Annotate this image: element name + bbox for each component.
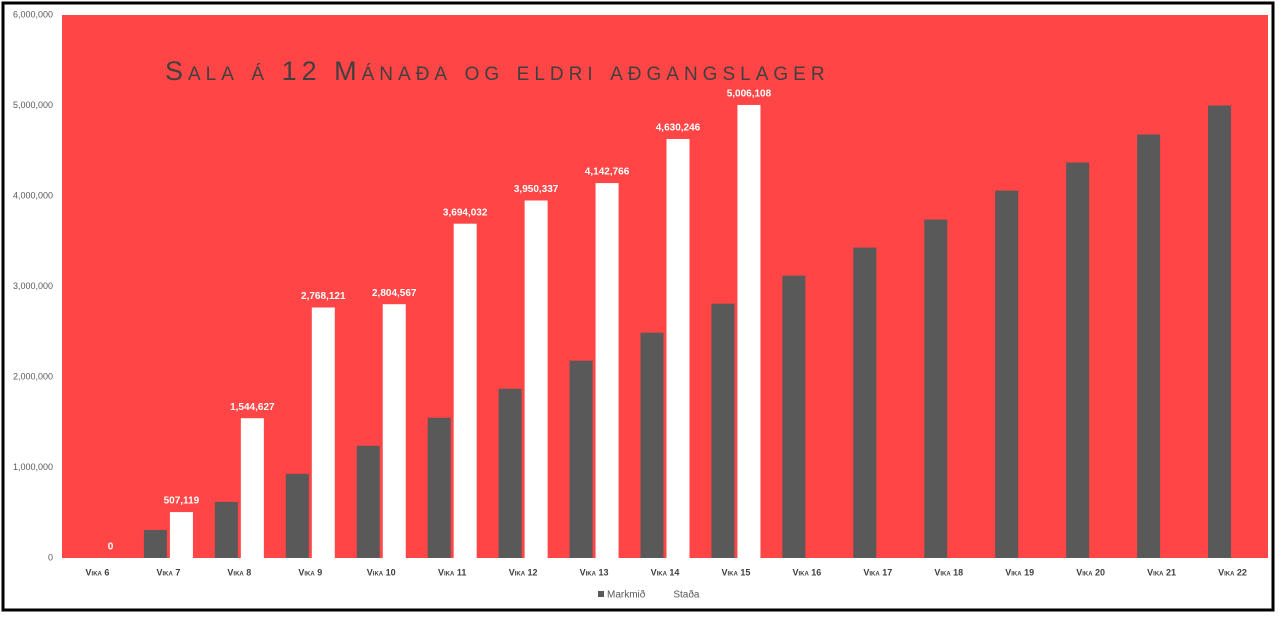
bar bbox=[169, 512, 193, 558]
y-tick-label: 6,000,000 bbox=[13, 9, 53, 19]
bar bbox=[453, 223, 477, 558]
x-tick-label: Vika 20 bbox=[1076, 567, 1105, 577]
bar bbox=[924, 219, 948, 558]
x-tick-label: Vika 12 bbox=[509, 567, 538, 577]
data-label: 2,768,121 bbox=[301, 291, 346, 302]
data-label: 1,544,627 bbox=[230, 402, 275, 413]
x-tick-label: Vika 22 bbox=[1218, 567, 1247, 577]
legend-label: Staða bbox=[673, 589, 700, 601]
data-label: 507,119 bbox=[164, 496, 200, 507]
bar bbox=[285, 473, 309, 558]
data-label: 4,630,246 bbox=[656, 123, 701, 134]
bar bbox=[1208, 105, 1232, 558]
x-tick-label: Vika 21 bbox=[1147, 567, 1176, 577]
bar bbox=[782, 275, 806, 558]
bar bbox=[995, 190, 1019, 558]
x-tick-label: Vika 6 bbox=[86, 567, 110, 577]
x-tick-label: Vika 7 bbox=[156, 567, 180, 577]
x-tick-label: Vika 14 bbox=[651, 567, 680, 577]
bar bbox=[711, 303, 735, 558]
x-tick-label: Vika 9 bbox=[298, 567, 322, 577]
y-tick-label: 5,000,000 bbox=[13, 100, 53, 110]
legend-swatch bbox=[664, 591, 671, 597]
chart-title: Sala á 12 Mánaða og eldri aðgangslager bbox=[165, 56, 830, 86]
bar bbox=[737, 104, 761, 558]
y-tick-label: 3,000,000 bbox=[13, 281, 53, 291]
bar bbox=[427, 417, 451, 558]
x-tick-label: Vika 17 bbox=[863, 567, 892, 577]
y-tick-label: 4,000,000 bbox=[13, 190, 53, 200]
data-label: 0 bbox=[108, 542, 114, 553]
bar bbox=[524, 200, 548, 558]
bar bbox=[311, 307, 335, 558]
bar bbox=[143, 529, 167, 558]
data-label: 5,006,108 bbox=[727, 89, 772, 100]
x-tick-label: Vika 15 bbox=[722, 567, 751, 577]
bar bbox=[1137, 134, 1161, 558]
bar bbox=[214, 501, 238, 558]
y-tick-label: 1,000,000 bbox=[13, 462, 53, 472]
bar bbox=[382, 304, 406, 558]
y-tick-label: 0 bbox=[48, 552, 53, 562]
bar bbox=[498, 388, 522, 558]
legend-label: Markmið bbox=[607, 589, 646, 601]
bar bbox=[595, 183, 619, 558]
bar bbox=[356, 445, 380, 558]
x-tick-label: Vika 16 bbox=[792, 567, 821, 577]
data-label: 2,804,567 bbox=[372, 288, 417, 299]
bar bbox=[666, 138, 690, 558]
bar bbox=[853, 247, 877, 558]
x-tick-label: Vika 10 bbox=[367, 567, 396, 577]
bar bbox=[1066, 162, 1090, 558]
data-label: 3,950,337 bbox=[514, 184, 559, 195]
data-label: 4,142,766 bbox=[585, 167, 630, 178]
legend-swatch bbox=[598, 591, 604, 597]
x-tick-label: Vika 8 bbox=[227, 567, 251, 577]
y-tick-label: 2,000,000 bbox=[13, 371, 53, 381]
x-tick-label: Vika 13 bbox=[580, 567, 609, 577]
data-label: 3,694,032 bbox=[443, 207, 488, 218]
bar bbox=[640, 332, 664, 558]
bar bbox=[240, 418, 264, 558]
x-tick-label: Vika 19 bbox=[1005, 567, 1034, 577]
bar bbox=[569, 360, 593, 558]
x-tick-label: Vika 18 bbox=[934, 567, 963, 577]
x-tick-label: Vika 11 bbox=[438, 567, 466, 577]
